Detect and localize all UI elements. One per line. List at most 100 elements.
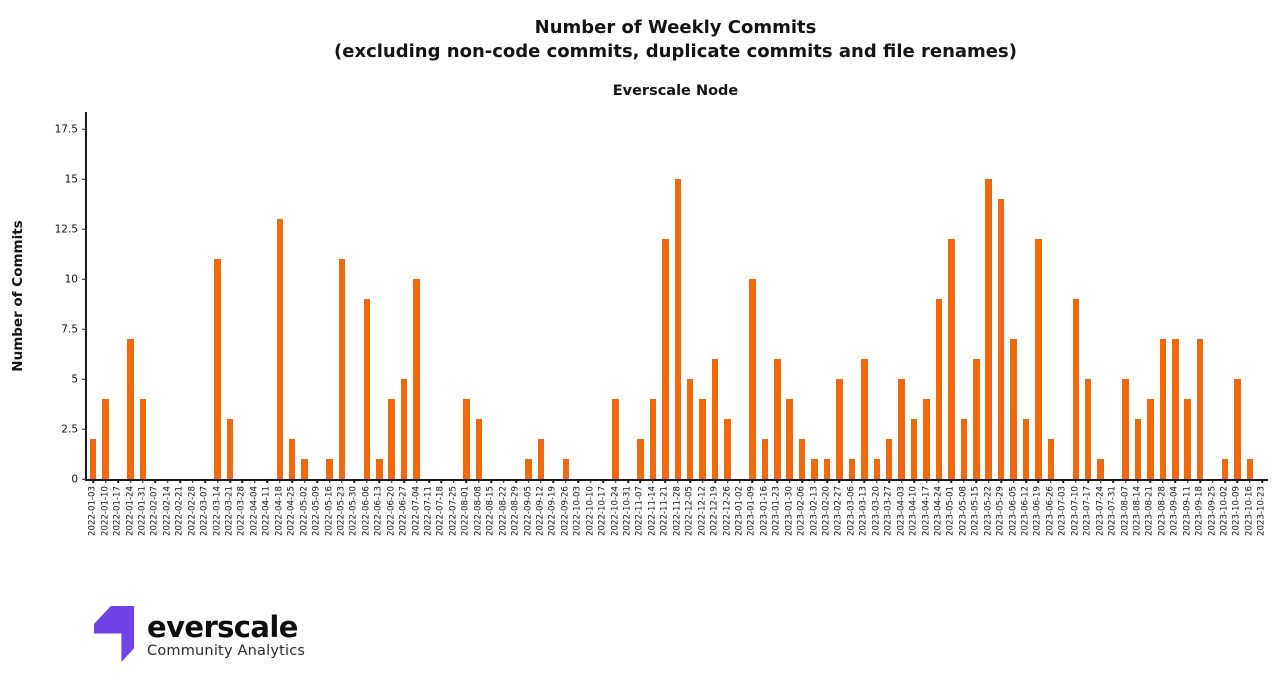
y-tick-label: 5: [71, 372, 78, 385]
bar-slot: 2022-12-26: [721, 112, 733, 536]
x-tick-mark: [527, 479, 530, 483]
bar-slot: 2022-03-07: [199, 112, 211, 536]
x-tick-label: 2023-02-13: [809, 486, 820, 536]
bar-slot: 2023-08-07: [1119, 112, 1131, 536]
x-tick-mark: [1075, 479, 1077, 483]
x-tick-label: 2022-12-05: [684, 486, 695, 536]
x-tick-mark: [478, 479, 480, 483]
bar-slot: 2023-07-31: [1107, 112, 1119, 536]
x-tick-mark: [1249, 479, 1251, 483]
brand-logo: everscale Community Analytics: [93, 606, 305, 662]
bar: [525, 459, 532, 479]
chart-subtitle: Everscale Node: [612, 83, 739, 99]
bar-slot: 2023-01-23: [771, 112, 783, 536]
bar-slot: 2023-06-19: [1032, 112, 1044, 536]
bar-slot: 2023-08-14: [1132, 112, 1144, 536]
x-tick-label: 2023-03-20: [871, 486, 882, 536]
bar-slot: 2022-05-09: [311, 112, 323, 536]
x-tick-mark: [453, 479, 455, 483]
x-tick-mark: [577, 479, 580, 483]
x-tick-mark: [428, 479, 430, 483]
chart-title-line1: Number of Weekly Commits: [534, 17, 817, 38]
bar-slot: 2023-09-04: [1169, 112, 1181, 536]
x-tick-mark: [689, 479, 691, 483]
bar-slot: 2022-05-30: [348, 112, 360, 536]
bar-slot: 2023-04-03: [895, 112, 907, 536]
bar-slot: 2022-01-31: [137, 112, 149, 536]
y-tick-mark: [82, 278, 87, 280]
bar-slot: 2022-08-08: [473, 112, 485, 536]
x-tick-mark: [1224, 479, 1226, 483]
x-tick-mark: [1062, 479, 1065, 483]
x-tick-label: 2022-06-06: [361, 486, 372, 536]
bar: [463, 399, 470, 479]
bar-slot: 2023-01-02: [734, 112, 746, 536]
x-tick-label: 2023-05-29: [995, 486, 1006, 536]
x-tick-mark: [950, 479, 953, 483]
x-tick-label: 2023-06-26: [1045, 486, 1056, 536]
bar: [1196, 339, 1204, 479]
bar-slot: 2022-09-05: [522, 112, 534, 536]
x-tick-mark: [117, 479, 119, 483]
bar-slot: 2023-09-25: [1206, 112, 1218, 536]
x-tick-label: 2023-08-28: [1157, 486, 1168, 536]
x-tick-mark: [1099, 479, 1102, 483]
x-tick-label: 2023-07-24: [1095, 486, 1106, 536]
x-tick-mark: [788, 479, 791, 483]
x-tick-mark: [515, 479, 517, 483]
bar-slot: 2023-05-29: [995, 112, 1007, 536]
y-tick-label: 17.5: [54, 122, 78, 135]
bar-slot: 2023-01-30: [784, 112, 796, 536]
bar: [798, 439, 806, 479]
x-tick-mark: [104, 479, 107, 483]
bar: [898, 379, 905, 479]
bar: [724, 419, 731, 479]
x-tick-label: 2023-02-06: [796, 486, 807, 536]
bar-slot: 2022-06-06: [361, 112, 373, 536]
bar-slot: 2022-11-28: [672, 112, 684, 536]
x-tick-mark: [1261, 479, 1264, 483]
x-tick-label: 2022-06-20: [386, 486, 397, 536]
bar: [301, 459, 308, 479]
bar-slot: 2022-10-03: [572, 112, 584, 536]
x-tick-label: 2023-08-21: [1145, 486, 1156, 536]
bar-slot: 2023-10-16: [1244, 112, 1256, 536]
x-tick-mark: [739, 479, 741, 483]
bar-slot: 2023-09-18: [1194, 112, 1206, 536]
x-tick-label: 2022-08-08: [473, 486, 484, 536]
x-tick-mark: [316, 479, 318, 483]
bar-slot: 2022-01-03: [87, 112, 99, 536]
bar-slot: 2023-03-06: [846, 112, 858, 536]
x-tick-mark: [1174, 479, 1177, 483]
chart-title-line2: (excluding non-code commits, duplicate c…: [334, 40, 1017, 62]
x-tick-mark: [390, 479, 393, 483]
bar: [363, 299, 371, 479]
x-tick-label: 2023-03-13: [859, 486, 870, 536]
bar-slot: 2023-02-13: [808, 112, 820, 536]
y-tick-label: 12.5: [54, 222, 78, 235]
bar: [686, 379, 694, 479]
bar-slot: 2022-05-02: [298, 112, 310, 536]
bar: [848, 459, 856, 479]
bar: [1147, 399, 1154, 479]
bar-slot: 2022-06-13: [373, 112, 385, 536]
x-tick-mark: [540, 479, 542, 483]
x-tick-mark: [963, 479, 965, 483]
bar-slot: 2022-08-01: [460, 112, 472, 536]
bar-slot: 2022-08-29: [510, 112, 522, 536]
bar-slot: 2023-01-09: [746, 112, 758, 536]
x-tick-label: 2023-09-04: [1169, 486, 1180, 536]
bar-slot: 2023-02-27: [833, 112, 845, 536]
x-tick-mark: [813, 479, 816, 483]
bar-slot: 2022-10-17: [597, 112, 609, 536]
bar-slot: 2022-06-20: [386, 112, 398, 536]
x-tick-label: 2023-01-23: [771, 486, 782, 536]
bar-slot: 2023-03-27: [883, 112, 895, 536]
bar: [836, 379, 843, 479]
x-tick-label: 2022-11-14: [647, 486, 658, 536]
bar-slot: 2022-11-14: [647, 112, 659, 536]
x-tick-label: 2022-10-17: [597, 486, 608, 536]
x-tick-label: 2022-11-07: [635, 486, 646, 536]
bar: [873, 459, 880, 479]
x-tick-mark: [167, 479, 169, 483]
